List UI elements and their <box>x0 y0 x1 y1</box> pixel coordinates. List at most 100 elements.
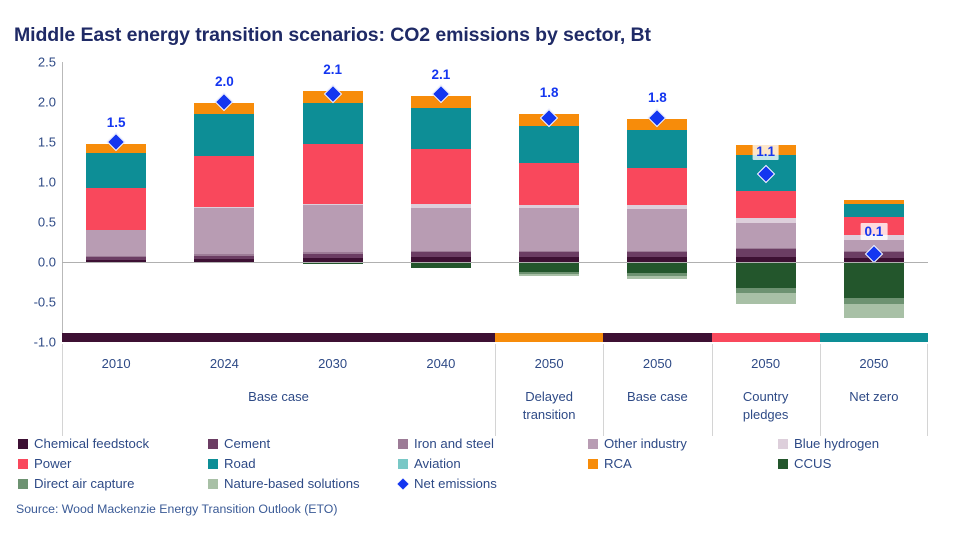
bar-segment[interactable] <box>194 155 255 207</box>
legend-item[interactable]: Blue hydrogen <box>778 436 879 451</box>
legend-item[interactable]: RCA <box>588 456 632 471</box>
bar-segment[interactable] <box>735 218 796 223</box>
legend-item-label: Power <box>34 456 72 471</box>
legend-item-label: Net emissions <box>414 476 497 491</box>
bar-segment[interactable] <box>86 259 147 262</box>
legend-item[interactable]: Cement <box>208 436 270 451</box>
legend-item[interactable]: CCUS <box>778 456 831 471</box>
bar-segment[interactable] <box>86 256 147 258</box>
legend-item[interactable]: Net emissions <box>397 476 497 491</box>
bar-segment[interactable] <box>627 262 688 274</box>
bar-segment[interactable] <box>302 254 363 258</box>
bar-segment[interactable] <box>627 252 688 258</box>
bar-segment[interactable] <box>410 149 471 205</box>
legend-item[interactable]: Other industry <box>588 436 687 451</box>
stacked-bar[interactable]: 1.5 <box>86 62 147 342</box>
bar-column[interactable]: 1.1 <box>712 62 820 342</box>
net-emissions-value-label: 1.5 <box>106 114 126 130</box>
legend-item[interactable]: Nature-based solutions <box>208 476 360 491</box>
legend-item[interactable]: Power <box>18 456 71 471</box>
bar-column[interactable]: 2.1 <box>387 62 495 342</box>
legend-swatch-icon <box>398 438 408 449</box>
bar-segment[interactable] <box>627 250 688 253</box>
bar-segment[interactable] <box>519 205 580 208</box>
bar-segment[interactable] <box>843 298 904 305</box>
bar-segment[interactable] <box>302 205 363 253</box>
legend-swatch-icon <box>398 458 408 469</box>
bar-column[interactable]: 1.5 <box>62 62 170 342</box>
bar-segment[interactable] <box>735 288 796 294</box>
legend-item[interactable]: Iron and steel <box>398 436 494 451</box>
bar-segment[interactable] <box>735 247 796 250</box>
bar-segment[interactable] <box>519 252 580 258</box>
bar-segment[interactable] <box>302 143 363 205</box>
bar-segment[interactable] <box>194 258 255 262</box>
stacked-bar[interactable]: 1.8 <box>627 62 688 342</box>
x-axis-group-label-line: Base case <box>627 389 688 404</box>
bar-segment[interactable] <box>194 254 255 256</box>
bar-segment[interactable] <box>735 190 796 218</box>
bar-segment[interactable] <box>627 168 688 206</box>
x-axis-group-label-line: pledges <box>742 407 789 422</box>
bar-segment[interactable] <box>410 207 471 251</box>
stacked-bar[interactable]: 2.0 <box>194 62 255 342</box>
bar-column[interactable]: 1.8 <box>603 62 711 342</box>
legend-item[interactable]: Chemical feedstock <box>18 436 149 451</box>
bar-segment[interactable] <box>735 257 796 262</box>
bar-segment[interactable] <box>410 107 471 150</box>
bar-segment[interactable] <box>627 257 688 262</box>
stacked-bar[interactable]: 0.1 <box>843 62 904 342</box>
legend-item[interactable]: Aviation <box>398 456 461 471</box>
bar-segment[interactable] <box>735 262 796 289</box>
bar-segment[interactable] <box>627 275 688 279</box>
bar-segment[interactable] <box>519 126 580 163</box>
bar-segment[interactable] <box>519 272 580 274</box>
bar-column[interactable]: 2.1 <box>279 62 387 342</box>
stacked-bar[interactable]: 1.1 <box>735 62 796 342</box>
bar-column[interactable]: 1.8 <box>495 62 603 342</box>
legend-item[interactable]: Road <box>208 456 256 471</box>
bar-segment[interactable] <box>302 102 363 144</box>
bar-segment[interactable] <box>194 207 255 254</box>
bar-segment[interactable] <box>843 304 904 318</box>
x-axis: 2010 2024 2030 2040 2050 2050 2050 2050 Base cas… <box>62 344 928 436</box>
bar-segment[interactable] <box>410 204 471 208</box>
bar-segment[interactable] <box>519 262 580 273</box>
bar-segment[interactable] <box>86 188 147 230</box>
bar-segment[interactable] <box>843 199 904 204</box>
bar-segment[interactable] <box>519 257 580 262</box>
bar-segment[interactable] <box>735 249 796 258</box>
stacked-bar[interactable]: 1.8 <box>519 62 580 342</box>
bar-segment[interactable] <box>410 252 471 258</box>
bar-segment[interactable] <box>302 204 363 206</box>
bar-segment[interactable] <box>86 153 147 189</box>
bar-segment[interactable] <box>194 206 255 208</box>
bar-segment[interactable] <box>410 257 471 262</box>
bar-segment[interactable] <box>627 209 688 251</box>
bar-segment[interactable] <box>410 262 471 269</box>
bar-column[interactable]: 0.1 <box>820 62 928 342</box>
bar-column[interactable]: 2.0 <box>170 62 278 342</box>
bar-segment[interactable] <box>735 293 796 305</box>
bar-segment[interactable] <box>519 162 580 206</box>
bar-segment[interactable] <box>627 273 688 276</box>
bar-segment[interactable] <box>519 274 580 277</box>
bar-segment[interactable] <box>519 207 580 251</box>
stacked-bar[interactable]: 2.1 <box>302 62 363 342</box>
bar-segment[interactable] <box>302 252 363 254</box>
bar-segment[interactable] <box>735 222 796 248</box>
stacked-bar[interactable]: 2.1 <box>410 62 471 342</box>
bar-segment[interactable] <box>86 230 147 257</box>
bar-segment[interactable] <box>194 255 255 259</box>
bar-segment[interactable] <box>627 130 688 169</box>
bar-segment[interactable] <box>843 203 904 218</box>
bar-segment[interactable] <box>627 205 688 210</box>
bar-segment[interactable] <box>86 257 147 260</box>
legend-item[interactable]: Direct air capture <box>18 476 134 491</box>
bar-segment[interactable] <box>519 250 580 253</box>
bar-segment[interactable] <box>410 250 471 253</box>
bar-segment[interactable] <box>194 114 255 156</box>
bar-segment[interactable] <box>843 262 904 298</box>
legend-item-label: Aviation <box>414 456 461 471</box>
bar-segment[interactable] <box>302 258 363 262</box>
